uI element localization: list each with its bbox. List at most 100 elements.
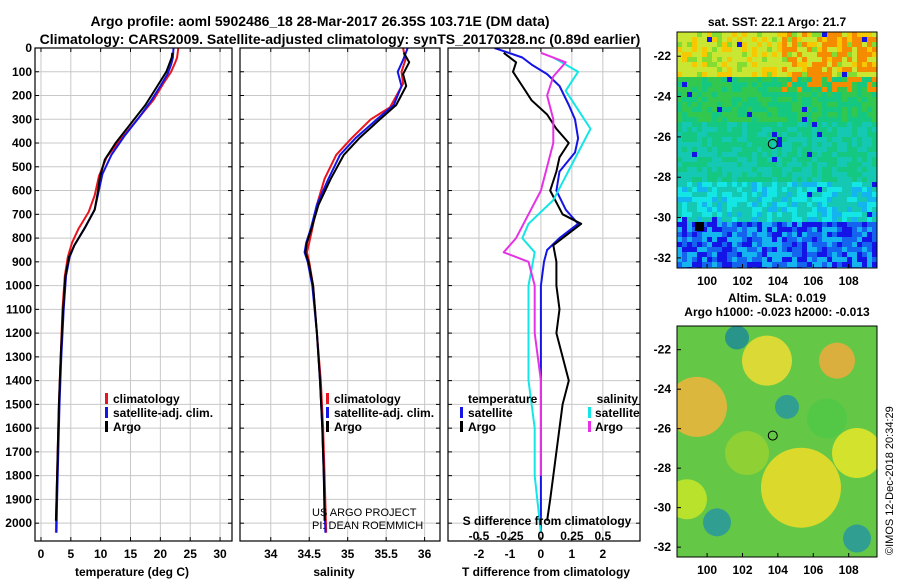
sst-cell <box>727 67 732 72</box>
sst-cell <box>837 127 842 132</box>
sst-cell <box>752 47 757 52</box>
sst-cell <box>777 47 782 52</box>
sst-cell <box>722 252 727 257</box>
sst-cell <box>732 247 737 252</box>
sst-cell <box>822 227 827 232</box>
x-tick-label: 35.5 <box>374 547 398 561</box>
sst-cell <box>782 42 787 47</box>
sst-cell <box>687 187 692 192</box>
sst-cell <box>757 142 762 147</box>
sst-cell <box>782 187 787 192</box>
sst-cell <box>762 92 767 97</box>
sst-cell <box>862 167 867 172</box>
sst-cell <box>777 192 782 197</box>
sst-cell <box>847 167 852 172</box>
sst-cell <box>717 262 722 267</box>
sst-cell <box>852 257 857 262</box>
sst-cell <box>687 242 692 247</box>
sst-cell <box>717 82 722 87</box>
sst-cell <box>707 72 712 77</box>
sst-cell <box>857 262 862 267</box>
sst-cell <box>837 162 842 167</box>
sst-cell <box>787 112 792 117</box>
sst-cell <box>807 57 812 62</box>
sst-cell <box>677 262 682 267</box>
sst-cell <box>782 252 787 257</box>
sst-cell <box>832 57 837 62</box>
sst-cell <box>857 112 862 117</box>
map-x-tick-label: 106 <box>803 274 823 288</box>
sst-cell <box>867 32 872 37</box>
sst-cell <box>692 237 697 242</box>
sst-cell <box>722 172 727 177</box>
sst-cell <box>697 217 702 222</box>
sst-cell <box>832 192 837 197</box>
sst-cell <box>767 212 772 217</box>
sst-cell <box>807 167 812 172</box>
sst-cell <box>767 247 772 252</box>
sst-cell <box>712 192 717 197</box>
sst-cell <box>787 47 792 52</box>
sst-cell <box>692 187 697 192</box>
sst-cell <box>762 42 767 47</box>
sst-cell <box>787 137 792 142</box>
sst-cell <box>717 257 722 262</box>
sst-cell <box>727 262 732 267</box>
x-tick-label: 35 <box>341 547 355 561</box>
sst-cell <box>857 42 862 47</box>
sst-cell <box>722 177 727 182</box>
sst-cell <box>737 262 742 267</box>
sst-cell <box>717 127 722 132</box>
sst-cell <box>837 227 842 232</box>
sst-cell <box>697 57 702 62</box>
sst-cell <box>807 257 812 262</box>
sst-cell <box>872 72 877 77</box>
sst-cell <box>762 87 767 92</box>
sst-cell <box>707 192 712 197</box>
sst-cell <box>752 87 757 92</box>
sst-cell <box>782 207 787 212</box>
sst-cell <box>812 122 817 127</box>
sst-cell <box>777 152 782 157</box>
sst-cell <box>762 177 767 182</box>
sst-cell <box>847 232 852 237</box>
sst-cell <box>857 242 862 247</box>
sst-cell <box>717 187 722 192</box>
sst-cell <box>687 132 692 137</box>
sst-cell <box>767 217 772 222</box>
legend-title-salinity: salinity <box>597 392 639 406</box>
series-line-climatology <box>305 48 407 533</box>
sst-cell <box>692 222 697 227</box>
sst-cell <box>812 262 817 267</box>
sst-cell <box>822 92 827 97</box>
sst-cell <box>707 162 712 167</box>
sst-cell <box>797 192 802 197</box>
sst-cell <box>777 102 782 107</box>
sst-cell <box>732 127 737 132</box>
sst-cell <box>817 212 822 217</box>
sst-cell <box>847 112 852 117</box>
sst-cell <box>687 157 692 162</box>
sst-cell <box>792 137 797 142</box>
sst-cell <box>717 62 722 67</box>
sst-cell <box>707 42 712 47</box>
sst-cell <box>727 212 732 217</box>
sst-cell <box>797 57 802 62</box>
sst-cell <box>872 192 877 197</box>
sst-cell <box>862 67 867 72</box>
sst-cell <box>867 132 872 137</box>
sst-cell <box>827 172 832 177</box>
title-line-1: Argo profile: aoml 5902486_18 28-Mar-201… <box>90 13 549 29</box>
sst-cell <box>712 252 717 257</box>
sst-cell <box>867 42 872 47</box>
sst-cell <box>737 247 742 252</box>
sst-cell <box>847 237 852 242</box>
sst-cell <box>817 117 822 122</box>
sst-cell <box>732 97 737 102</box>
sst-cell <box>692 52 697 57</box>
sst-cell <box>752 157 757 162</box>
sst-cell <box>752 252 757 257</box>
sst-cell <box>687 77 692 82</box>
sst-cell <box>842 52 847 57</box>
sst-cell <box>782 112 787 117</box>
